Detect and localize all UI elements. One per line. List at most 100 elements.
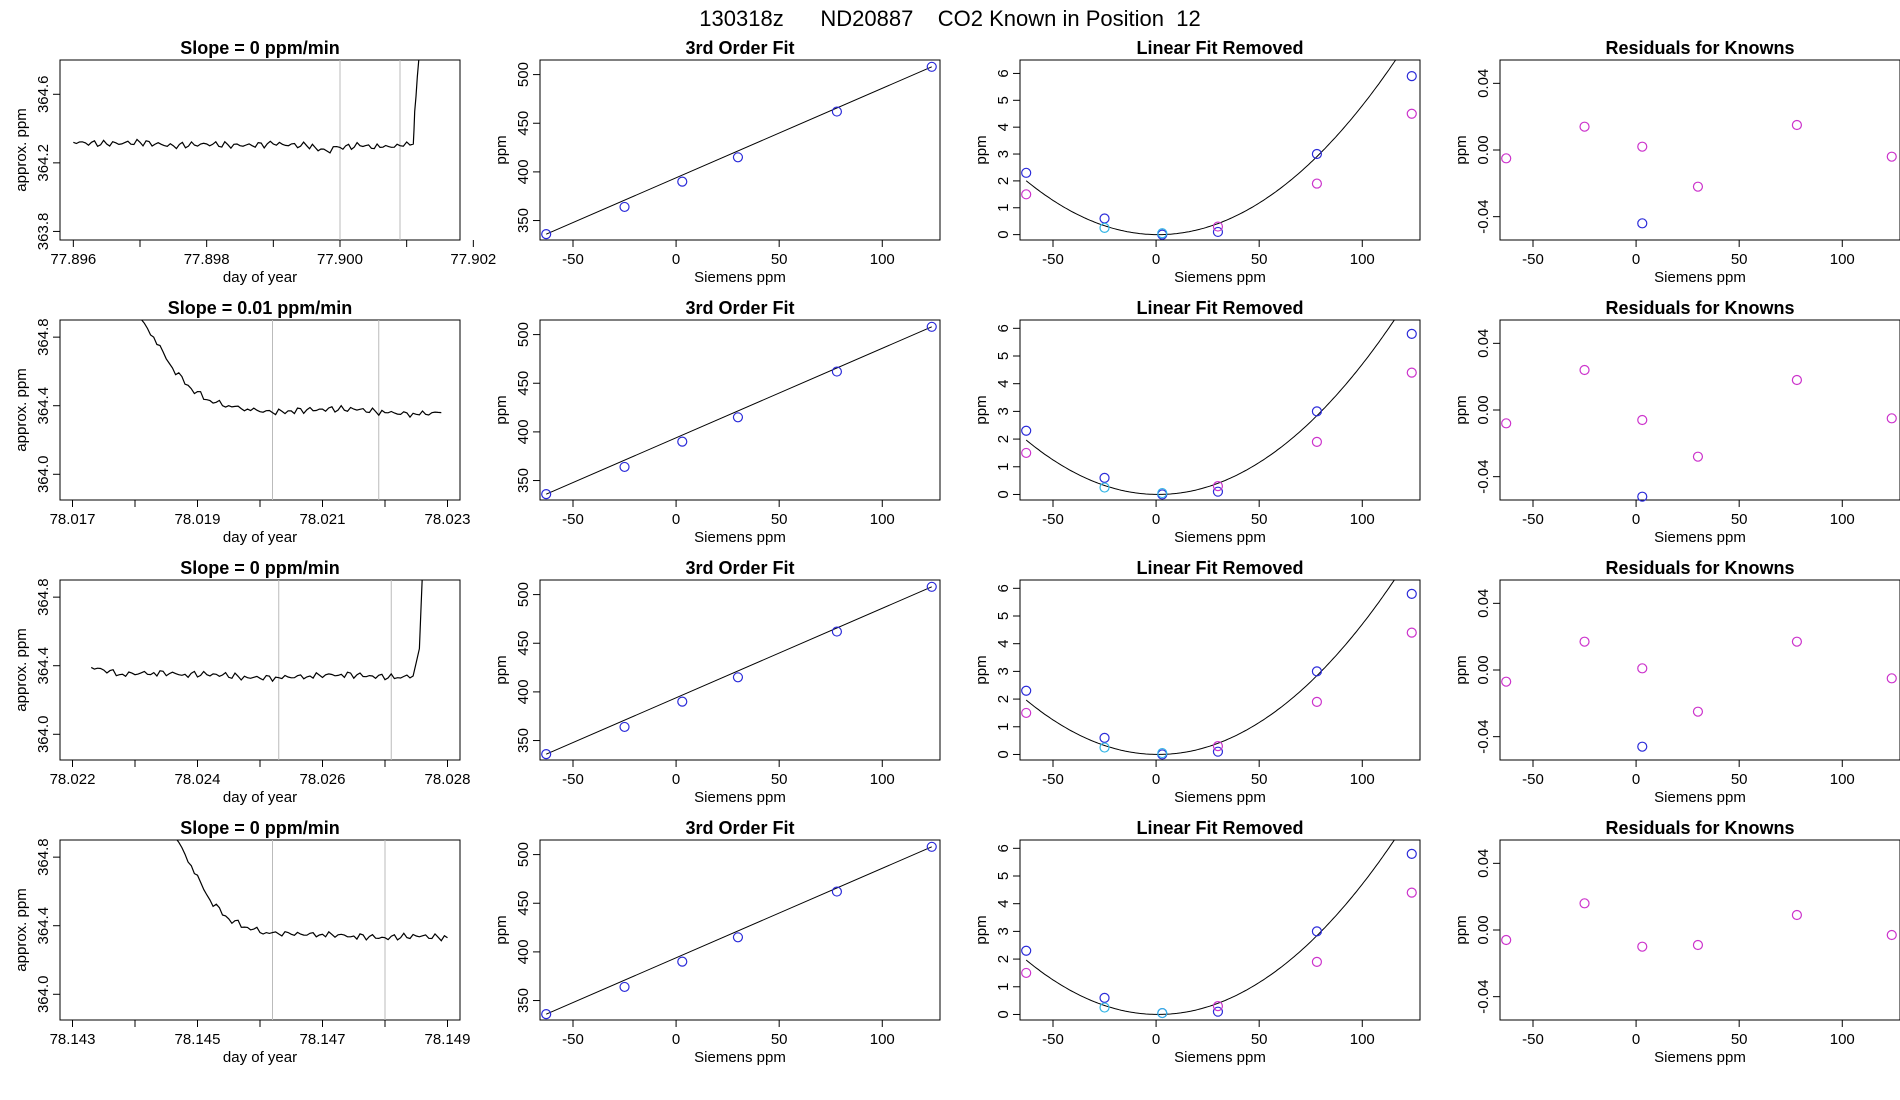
y-tick-label: 364.8 xyxy=(35,838,52,876)
y-tick-label: 3 xyxy=(995,407,1012,415)
data-point xyxy=(1406,328,1417,339)
data-point xyxy=(1579,364,1590,376)
chart-svg: Residuals for Knowns -50 0 50 100 -0.04 0.00 0.… xyxy=(1453,558,1900,806)
x-tick-label: -50 xyxy=(1522,1031,1544,1048)
x-tick-label: -50 xyxy=(1522,771,1544,788)
y-tick-label: 3 xyxy=(995,927,1012,935)
data-point xyxy=(1406,887,1417,898)
plot-frame xyxy=(59,319,461,501)
data-point xyxy=(1406,588,1417,599)
x-tick-label: 50 xyxy=(1731,511,1748,528)
data-point xyxy=(831,626,843,637)
x-tick-label: -50 xyxy=(1522,511,1544,528)
plot-area: Slope = 0 ppm/min 78.143 78.145 78.147 78.14… xyxy=(13,818,470,1066)
chart-panel-timeseries: Slope = 0.01 ppm/min 78.017 78.019 78.021 78… xyxy=(0,290,475,550)
plot-area: 3rd Order Fit -50 0 50 100 350 400 450 500 Siemen… xyxy=(493,298,941,546)
y-tick-label: 400 xyxy=(515,679,532,704)
x-axis-label: Siemens ppm xyxy=(694,789,786,806)
y-tick-label: 0.00 xyxy=(1475,655,1492,684)
plot-frame xyxy=(1499,839,1900,1021)
y-tick-label: 5 xyxy=(995,96,1012,104)
x-tick-label: 0 xyxy=(672,771,680,788)
data-point xyxy=(1157,747,1168,759)
data-point xyxy=(1579,636,1590,647)
data-point xyxy=(619,981,630,993)
data-point xyxy=(1886,151,1897,162)
y-tick-label: -0.04 xyxy=(1475,200,1492,234)
x-tick-label: -50 xyxy=(562,771,584,788)
y-tick-label: 0 xyxy=(995,750,1012,758)
y-tick-label: 364.4 xyxy=(35,647,52,685)
data-point xyxy=(1311,436,1323,447)
data-point xyxy=(1212,746,1224,757)
y-tick-label: 4 xyxy=(995,640,1012,648)
x-tick-label: 100 xyxy=(1350,771,1375,788)
x-tick-label: -50 xyxy=(562,1031,584,1048)
x-tick-label: 100 xyxy=(870,771,895,788)
data-point xyxy=(732,932,744,943)
y-tick-label: 363.8 xyxy=(35,213,52,251)
plot-frame xyxy=(1019,59,1421,241)
chart-title: 3rd Order Fit xyxy=(685,558,794,578)
chart-svg: Residuals for Knowns -50 0 50 100 -0.04 0.00 0.… xyxy=(1453,818,1900,1066)
data-point xyxy=(1637,741,1648,752)
data-point xyxy=(1637,663,1648,674)
page-title: 130318z ND20887 CO2 Known in Position 12 xyxy=(699,6,1201,31)
plot-content xyxy=(545,846,932,1015)
data-point xyxy=(677,956,688,967)
chart-title: Linear Fit Removed xyxy=(1136,558,1303,578)
data-point xyxy=(1099,482,1110,493)
plot-area: 3rd Order Fit -50 0 50 100 350 400 450 500 Siemen… xyxy=(493,558,941,806)
data-point xyxy=(1791,119,1803,131)
chart-panel-fit: 3rd Order Fit -50 0 50 100 350 400 450 500 Siemen… xyxy=(480,550,955,810)
y-axis-label: approx. ppm xyxy=(13,888,30,971)
x-tick-label: 0 xyxy=(1152,1031,1160,1048)
chart-title: Residuals for Knowns xyxy=(1605,818,1794,838)
data-point xyxy=(1501,418,1512,429)
plot-area: Residuals for Knowns -50 0 50 100 -0.04 0.00 0.… xyxy=(1453,558,1900,806)
y-tick-label: 5 xyxy=(995,612,1012,620)
data-point xyxy=(1021,189,1032,200)
data-point xyxy=(1886,413,1897,424)
y-tick-label: 400 xyxy=(515,419,532,444)
plot-frame xyxy=(539,839,941,1021)
data-point xyxy=(1637,218,1648,229)
x-tick-label: 100 xyxy=(870,251,895,268)
chart-panel-residuals: Residuals for Knowns -50 0 50 100 -0.04 0.00 0.… xyxy=(1440,30,1900,290)
y-axis-label: ppm xyxy=(1453,135,1470,164)
y-axis-label: ppm xyxy=(493,395,510,424)
chart-svg: Linear Fit Removed -50 0 50 100 0 1 2 3 4 5 6 Siemen… xyxy=(973,298,1421,546)
x-tick-label: 0 xyxy=(1152,251,1160,268)
chart-panel-linear-removed: Linear Fit Removed -50 0 50 100 0 1 2 3 4 5 6 Siemen… xyxy=(960,550,1435,810)
x-axis-label: day of year xyxy=(223,529,297,546)
chart-svg: 3rd Order Fit -50 0 50 100 350 400 450 500 Siemen… xyxy=(493,558,941,806)
data-point xyxy=(831,106,843,117)
data-point xyxy=(926,581,937,592)
chart-panel-fit: 3rd Order Fit -50 0 50 100 350 400 450 500 Siemen… xyxy=(480,30,955,290)
data-point xyxy=(1021,707,1032,719)
timeseries-line xyxy=(176,840,448,942)
data-point xyxy=(1791,636,1803,647)
x-tick-label: 0 xyxy=(1632,251,1640,268)
y-tick-label: 4 xyxy=(995,380,1012,388)
y-tick-label: 0.04 xyxy=(1475,329,1492,358)
y-tick-label: 364.4 xyxy=(35,387,52,425)
chart-panel-timeseries: Slope = 0 ppm/min 78.143 78.145 78.147 78.14… xyxy=(0,810,475,1070)
data-point xyxy=(541,489,552,500)
fit-curve xyxy=(1025,840,1396,1016)
data-point xyxy=(1212,221,1224,232)
data-point xyxy=(926,321,937,332)
plot-frame xyxy=(59,579,461,761)
plot-content xyxy=(1025,320,1396,496)
chart-title: 3rd Order Fit xyxy=(685,298,794,318)
y-tick-label: 364.8 xyxy=(35,578,52,616)
data-point xyxy=(1212,1001,1224,1012)
y-tick-label: 0.00 xyxy=(1475,395,1492,424)
data-point xyxy=(1692,181,1704,192)
timeseries-line xyxy=(140,320,442,419)
x-tick-label: 78.023 xyxy=(425,511,471,528)
fit-line xyxy=(545,846,932,1015)
x-tick-label: 50 xyxy=(1731,771,1748,788)
data-point xyxy=(1791,374,1803,386)
x-tick-label: 100 xyxy=(870,1031,895,1048)
